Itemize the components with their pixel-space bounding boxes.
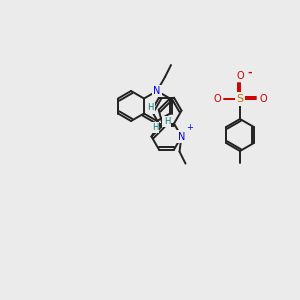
Text: N: N xyxy=(153,86,161,96)
Text: N: N xyxy=(178,132,185,142)
Text: H: H xyxy=(164,117,170,126)
Text: -: - xyxy=(247,68,252,78)
Text: H: H xyxy=(148,103,154,112)
Text: O: O xyxy=(236,71,244,81)
Text: O: O xyxy=(259,94,267,104)
Text: H: H xyxy=(152,123,158,132)
Text: O: O xyxy=(213,94,221,104)
Text: +: + xyxy=(187,123,194,132)
Text: S: S xyxy=(236,94,244,104)
